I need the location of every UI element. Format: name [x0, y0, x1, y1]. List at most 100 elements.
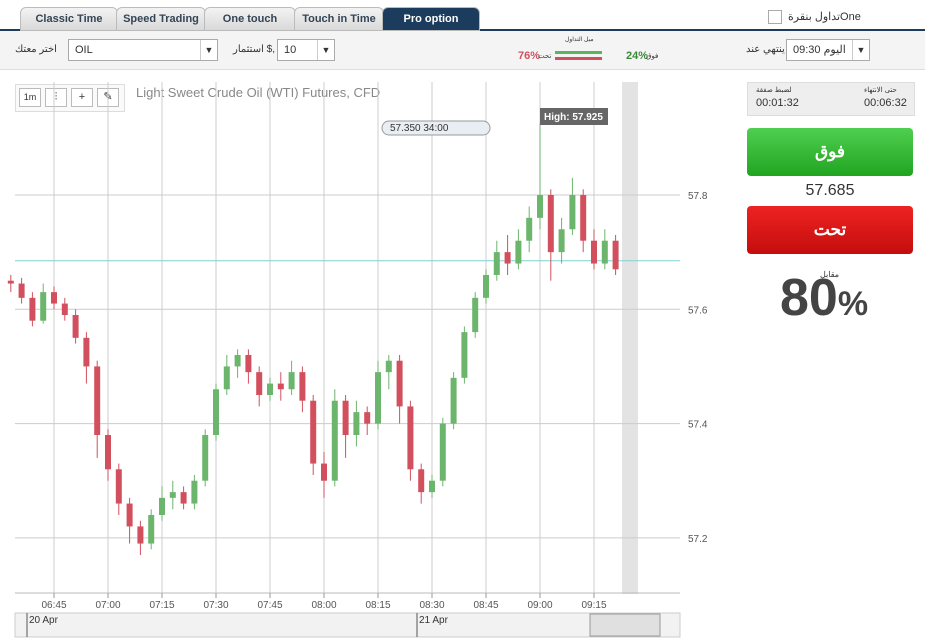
up-pct: 24%: [626, 50, 649, 62]
arrow: ▼: [200, 40, 217, 60]
invest-select[interactable]: 10 ▼: [277, 39, 335, 61]
cursor-label: 57.350 34:00: [390, 123, 449, 134]
payout-value: 80: [780, 269, 838, 327]
candle-body: [94, 366, 101, 435]
candle-body: [267, 383, 273, 395]
candle-body: [591, 240, 597, 264]
x-tick-label: 08:30: [419, 600, 444, 611]
expiry-label: ينتهي عند: [746, 44, 785, 55]
candle-body: [72, 314, 79, 338]
down-label: تحت: [538, 53, 552, 60]
candle-body: [493, 252, 500, 275]
down-button[interactable]: تحت: [747, 206, 913, 254]
candle-body: [277, 383, 284, 390]
candle-body: [83, 337, 90, 367]
x-tick-label: 09:00: [527, 600, 552, 611]
candle-body: [504, 252, 511, 264]
timer-label: حتى الانتهاء: [864, 87, 897, 94]
candle-body: [191, 480, 198, 504]
candle-body: [245, 354, 252, 373]
candle-body: [202, 434, 209, 481]
candle-body: [526, 217, 533, 241]
candle-body: [537, 194, 543, 218]
candle-body: [461, 332, 468, 378]
x-tick-label: 07:30: [203, 600, 228, 611]
sentiment-up-bar: [555, 51, 602, 54]
x-tick-label: 07:45: [257, 600, 282, 611]
invest-value: 10: [284, 44, 297, 56]
x-tick-label: 08:00: [311, 600, 336, 611]
candle-body: [472, 297, 479, 333]
candle-body: [385, 360, 392, 373]
up-button[interactable]: فوق: [747, 128, 913, 176]
price: 57.685: [805, 182, 855, 199]
candle-body: [547, 194, 554, 253]
arrow: ▼: [317, 40, 334, 60]
timer-value: 00:01:32: [756, 97, 799, 109]
candle-body: [51, 292, 57, 304]
x-tick-label: 08:45: [473, 600, 498, 611]
high-label-bg: [540, 108, 608, 125]
candle-body: [483, 274, 489, 298]
chart-title: Light Sweet Crude Oil (WTI) Futures, CFD: [136, 85, 381, 100]
candle-body: [61, 303, 68, 315]
candle-body: [256, 372, 263, 395]
sentiment-down-bar: [555, 57, 602, 60]
asset-select[interactable]: OIL ▼: [68, 39, 218, 61]
tab-active[interactable]: Pro option: [382, 7, 480, 31]
candle-body: [353, 412, 360, 435]
candle-body: [288, 372, 295, 390]
y-tick-label: 57.6: [688, 305, 708, 316]
cursor-label-bg: [381, 120, 491, 136]
candle-body: [450, 377, 457, 424]
candle-body: [18, 283, 25, 298]
navigator-window: [589, 613, 661, 637]
candle-body: [115, 469, 122, 504]
candle-body: [7, 280, 14, 284]
candle-button[interactable]: ⫶: [45, 88, 67, 107]
candle-body: [234, 354, 241, 367]
candle-body: [407, 406, 414, 470]
tab[interactable]: Speed Trading: [116, 7, 206, 31]
nav-date: 20 Apr: [29, 615, 59, 626]
candle-body: [515, 240, 522, 264]
candle-body: [29, 297, 36, 321]
tab[interactable]: One touch: [204, 7, 296, 31]
x-tick-label: 09:15: [581, 600, 606, 611]
expiry-select[interactable]: اليوم 09:30 ▼: [786, 39, 870, 61]
tab[interactable]: Classic Time: [20, 7, 118, 31]
candle-body: [601, 240, 608, 264]
candle-body: [148, 514, 155, 544]
candle-body: [213, 389, 219, 435]
candle-body: [105, 434, 111, 470]
navigator: [14, 612, 681, 638]
x-tick-label: 07:00: [95, 600, 120, 611]
x-tick-label: 07:15: [149, 600, 174, 611]
nav-date: 21 Apr: [419, 615, 449, 626]
arrow: ▼: [852, 40, 869, 60]
down-pct: 76%: [518, 50, 541, 62]
candle-body: [299, 372, 306, 401]
candle-body: [169, 492, 176, 498]
checkbox[interactable]: [768, 10, 782, 24]
candle-body: [331, 400, 338, 481]
candle-body: [137, 526, 144, 544]
sentiment-title: ميل التداول: [565, 37, 594, 43]
payout: 80%: [780, 268, 868, 328]
future-zone: [622, 82, 638, 594]
candle-body: [40, 292, 47, 321]
y-tick-label: 57.8: [688, 191, 708, 202]
candle-body: [558, 229, 565, 253]
candle-body: [223, 366, 230, 390]
timer-label: لضبط صفقة: [756, 87, 792, 94]
candle-body: [321, 463, 327, 481]
candle-body: [612, 240, 619, 270]
candle-body: [418, 469, 425, 493]
tab[interactable]: Touch in Time: [294, 7, 384, 31]
candle-body: [180, 492, 187, 504]
interval-button[interactable]: 1m: [19, 88, 41, 107]
indicator-button[interactable]: +: [71, 88, 93, 107]
payout-unit: %: [837, 285, 869, 323]
